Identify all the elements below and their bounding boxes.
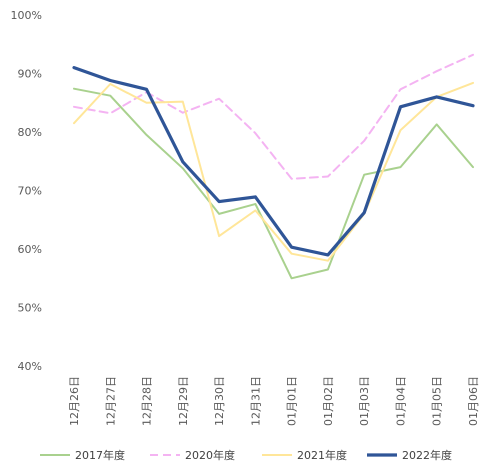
y-tick-label: 40%	[18, 360, 42, 373]
series-line-3	[73, 81, 474, 262]
x-tick-label: 12月28日	[141, 376, 154, 426]
x-tick-label: 12月26日	[68, 376, 81, 426]
series-line-1	[73, 87, 474, 280]
y-tick-label: 60%	[18, 243, 42, 256]
y-tick-label: 70%	[18, 185, 42, 198]
legend-label: 2021年度	[297, 448, 347, 462]
legend: 2017年度 2020年度 2021年度 2022年度	[40, 448, 452, 462]
y-tick-label: 90%	[18, 68, 42, 81]
series-line-2	[73, 53, 474, 180]
x-tick-label: 12月29日	[177, 376, 190, 426]
y-tick-label: 50%	[18, 302, 42, 315]
y-tick-label: 80%	[18, 126, 42, 139]
y-tick-label: 100%	[11, 9, 42, 22]
x-tick-label: 01月04日	[394, 376, 407, 426]
x-tick-label: 01月06日	[467, 376, 480, 426]
series-line-4	[72, 65, 475, 257]
x-tick-label: 12月30日	[213, 376, 226, 426]
legend-label: 2022年度	[402, 448, 452, 462]
legend-label: 2017年度	[75, 448, 125, 462]
x-tick-label: 01月02日	[322, 376, 335, 426]
x-axis-ticks: 12月26日 12月27日 12月28日 12月29日 12月30日 12月31日 01月0…	[68, 376, 480, 426]
x-tick-label: 01月03日	[358, 376, 371, 426]
y-axis-ticks: 40% 50% 60% 70% 80% 90% 100%	[11, 9, 42, 373]
x-tick-label: 12月27日	[104, 376, 117, 426]
legend-label: 2020年度	[185, 448, 235, 462]
x-tick-label: 01月05日	[431, 376, 444, 426]
x-tick-label: 01月01日	[286, 376, 299, 426]
x-tick-label: 12月31日	[249, 376, 262, 426]
series-lines	[72, 53, 475, 280]
